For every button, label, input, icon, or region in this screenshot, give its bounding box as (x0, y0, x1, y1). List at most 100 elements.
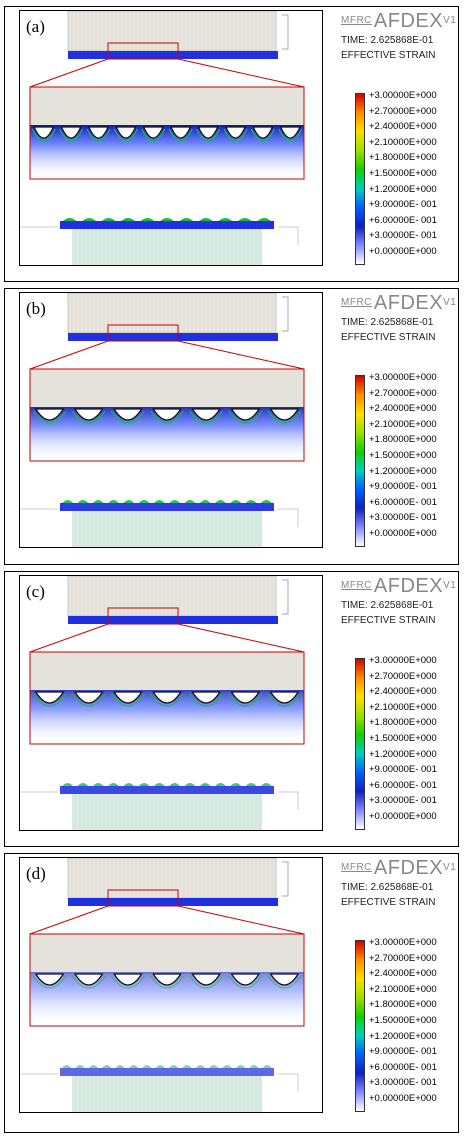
legend-tick-label: +9.00000E- 001 (369, 481, 437, 493)
afdex-logo: MFRC AFDEXV1 (341, 292, 457, 314)
legend-values: +3.00000E+000 +2.70000E+000 +2.40000E+000 +… (369, 653, 437, 825)
lower-strain-strip (60, 786, 274, 794)
simulation-image (20, 858, 305, 1112)
legend-tick-label: +0.00000E+000 (369, 810, 437, 822)
logo-prefix: MFRC (341, 15, 372, 26)
legend-tick-label: +6.00000E- 001 (369, 214, 437, 226)
legend-tick-label: +3.00000E- 001 (369, 230, 437, 242)
lower-strain-strip (60, 503, 274, 511)
panel-label: (c) (26, 582, 45, 601)
logo-version: V1 (443, 297, 457, 308)
colorbar (355, 93, 365, 265)
legend-tick-label: +2.70000E+000 (369, 105, 437, 117)
legend-tick-label: +2.10000E+000 (369, 983, 437, 995)
zoom-inset (29, 933, 305, 1027)
legend-tick-label: +1.50000E+000 (369, 167, 437, 179)
panel-b: (b) MFRC AFDEXV1 TIME: 2.625868E-01 EFFECTIV… (4, 288, 459, 565)
panel-label: (b) (26, 299, 46, 318)
upper-strain-strip (68, 333, 278, 341)
legend-tick-label: +1.50000E+000 (369, 732, 437, 744)
upper-strain-strip (68, 898, 278, 906)
legend-tick-label: +0.00000E+000 (369, 527, 437, 539)
legend-values: +3.00000E+000 +2.70000E+000 +2.40000E+000 +… (369, 88, 437, 260)
simulation-image (20, 576, 305, 830)
zoom-source-box (107, 889, 179, 907)
legend-tick-label: +3.00000E- 001 (369, 795, 437, 807)
legend-tick-label: +1.20000E+000 (369, 465, 437, 477)
legend-tick-label: +1.80000E+000 (369, 434, 437, 446)
lower-die (72, 229, 262, 265)
legend-tick-label: +3.00000E+000 (369, 90, 437, 101)
legend-tick-label: +2.70000E+000 (369, 952, 437, 964)
legend-tick-label: +9.00000E- 001 (369, 199, 437, 211)
time-label: TIME: 2.625868E-01 (341, 317, 434, 328)
time-label: TIME: 2.625868E-01 (341, 600, 434, 611)
afdex-logo: MFRC AFDEXV1 (341, 857, 457, 879)
logo-prefix: MFRC (341, 580, 372, 591)
legend-tick-label: +1.20000E+000 (369, 748, 437, 760)
simulation-view: (a) (19, 10, 323, 266)
legend-tick-label: +1.20000E+000 (369, 183, 437, 195)
legend-tick-label: +2.40000E+000 (369, 686, 437, 698)
colorbar (355, 658, 365, 830)
result-label: EFFECTIVE STRAIN (341, 332, 436, 343)
panel-a: (a) MFRC AFDEXV1 TIME: 2.625868E-01 EFFECTIV… (4, 6, 459, 282)
logo-version: V1 (443, 580, 457, 591)
legend-tick-label: +1.80000E+000 (369, 717, 437, 729)
legend-tick-label: +6.00000E- 001 (369, 1061, 437, 1073)
software-header: MFRC AFDEXV1 TIME: 2.625868E-01 EFFECTIVE S… (341, 857, 457, 909)
zoom-source-box (107, 607, 179, 625)
afdex-logo: MFRC AFDEXV1 (341, 575, 457, 597)
legend-tick-label: +3.00000E+000 (369, 655, 437, 666)
result-label: EFFECTIVE STRAIN (341, 615, 436, 626)
logo-version: V1 (443, 862, 457, 873)
time-label: TIME: 2.625868E-01 (341, 882, 434, 893)
colorbar (355, 375, 365, 547)
logo-name: AFDEX (373, 857, 444, 879)
logo-name: AFDEX (373, 575, 444, 597)
logo-name: AFDEX (373, 292, 444, 314)
lower-strain-strip (60, 221, 274, 229)
legend-tick-label: +2.70000E+000 (369, 387, 437, 399)
legend-tick-label: +3.00000E- 001 (369, 512, 437, 524)
colorbar (355, 940, 365, 1112)
legend-tick-label: +3.00000E+000 (369, 937, 437, 948)
time-label: TIME: 2.625868E-01 (341, 35, 434, 46)
zoom-inset (29, 368, 305, 462)
legend-tick-label: +1.50000E+000 (369, 1014, 437, 1026)
logo-version: V1 (443, 15, 457, 26)
legend-tick-label: +2.40000E+000 (369, 121, 437, 133)
legend-tick-label: +6.00000E- 001 (369, 496, 437, 508)
legend-tick-label: +2.40000E+000 (369, 403, 437, 415)
legend-tick-label: +3.00000E- 001 (369, 1077, 437, 1089)
legend-tick-label: +2.70000E+000 (369, 670, 437, 682)
legend-tick-label: +9.00000E- 001 (369, 1046, 437, 1058)
simulation-view: (b) (19, 292, 323, 548)
upper-strain-strip (68, 51, 278, 59)
lower-die (72, 511, 262, 547)
legend-tick-label: +1.50000E+000 (369, 449, 437, 461)
legend-tick-label: +2.40000E+000 (369, 968, 437, 980)
simulation-image (20, 11, 305, 265)
logo-prefix: MFRC (341, 862, 372, 873)
logo-name: AFDEX (373, 10, 444, 32)
software-header: MFRC AFDEXV1 TIME: 2.625868E-01 EFFECTIVE S… (341, 10, 457, 62)
panel-c: (c) MFRC AFDEXV1 TIME: 2.625868E-01 EFFECTIV… (4, 571, 459, 847)
legend-tick-label: +9.00000E- 001 (369, 764, 437, 776)
simulation-image (20, 293, 305, 547)
software-header: MFRC AFDEXV1 TIME: 2.625868E-01 EFFECTIVE S… (341, 575, 457, 627)
legend-values: +3.00000E+000 +2.70000E+000 +2.40000E+000 +… (369, 935, 437, 1107)
legend-tick-label: +3.00000E+000 (369, 372, 437, 383)
software-header: MFRC AFDEXV1 TIME: 2.625868E-01 EFFECTIVE S… (341, 292, 457, 344)
legend-tick-label: +6.00000E- 001 (369, 779, 437, 791)
lower-die (72, 1076, 262, 1112)
zoom-inset (29, 86, 305, 180)
legend-tick-label: +1.20000E+000 (369, 1030, 437, 1042)
simulation-view: (c) (19, 575, 323, 831)
zoom-source-box (107, 324, 179, 342)
panel-d: (d) MFRC AFDEXV1 TIME: 2.625868E-01 EFFECTIV… (4, 853, 459, 1133)
legend-tick-label: +1.80000E+000 (369, 999, 437, 1011)
simulation-view: (d) (19, 857, 323, 1113)
upper-strain-strip (68, 616, 278, 624)
lower-strain-strip (60, 1068, 274, 1076)
